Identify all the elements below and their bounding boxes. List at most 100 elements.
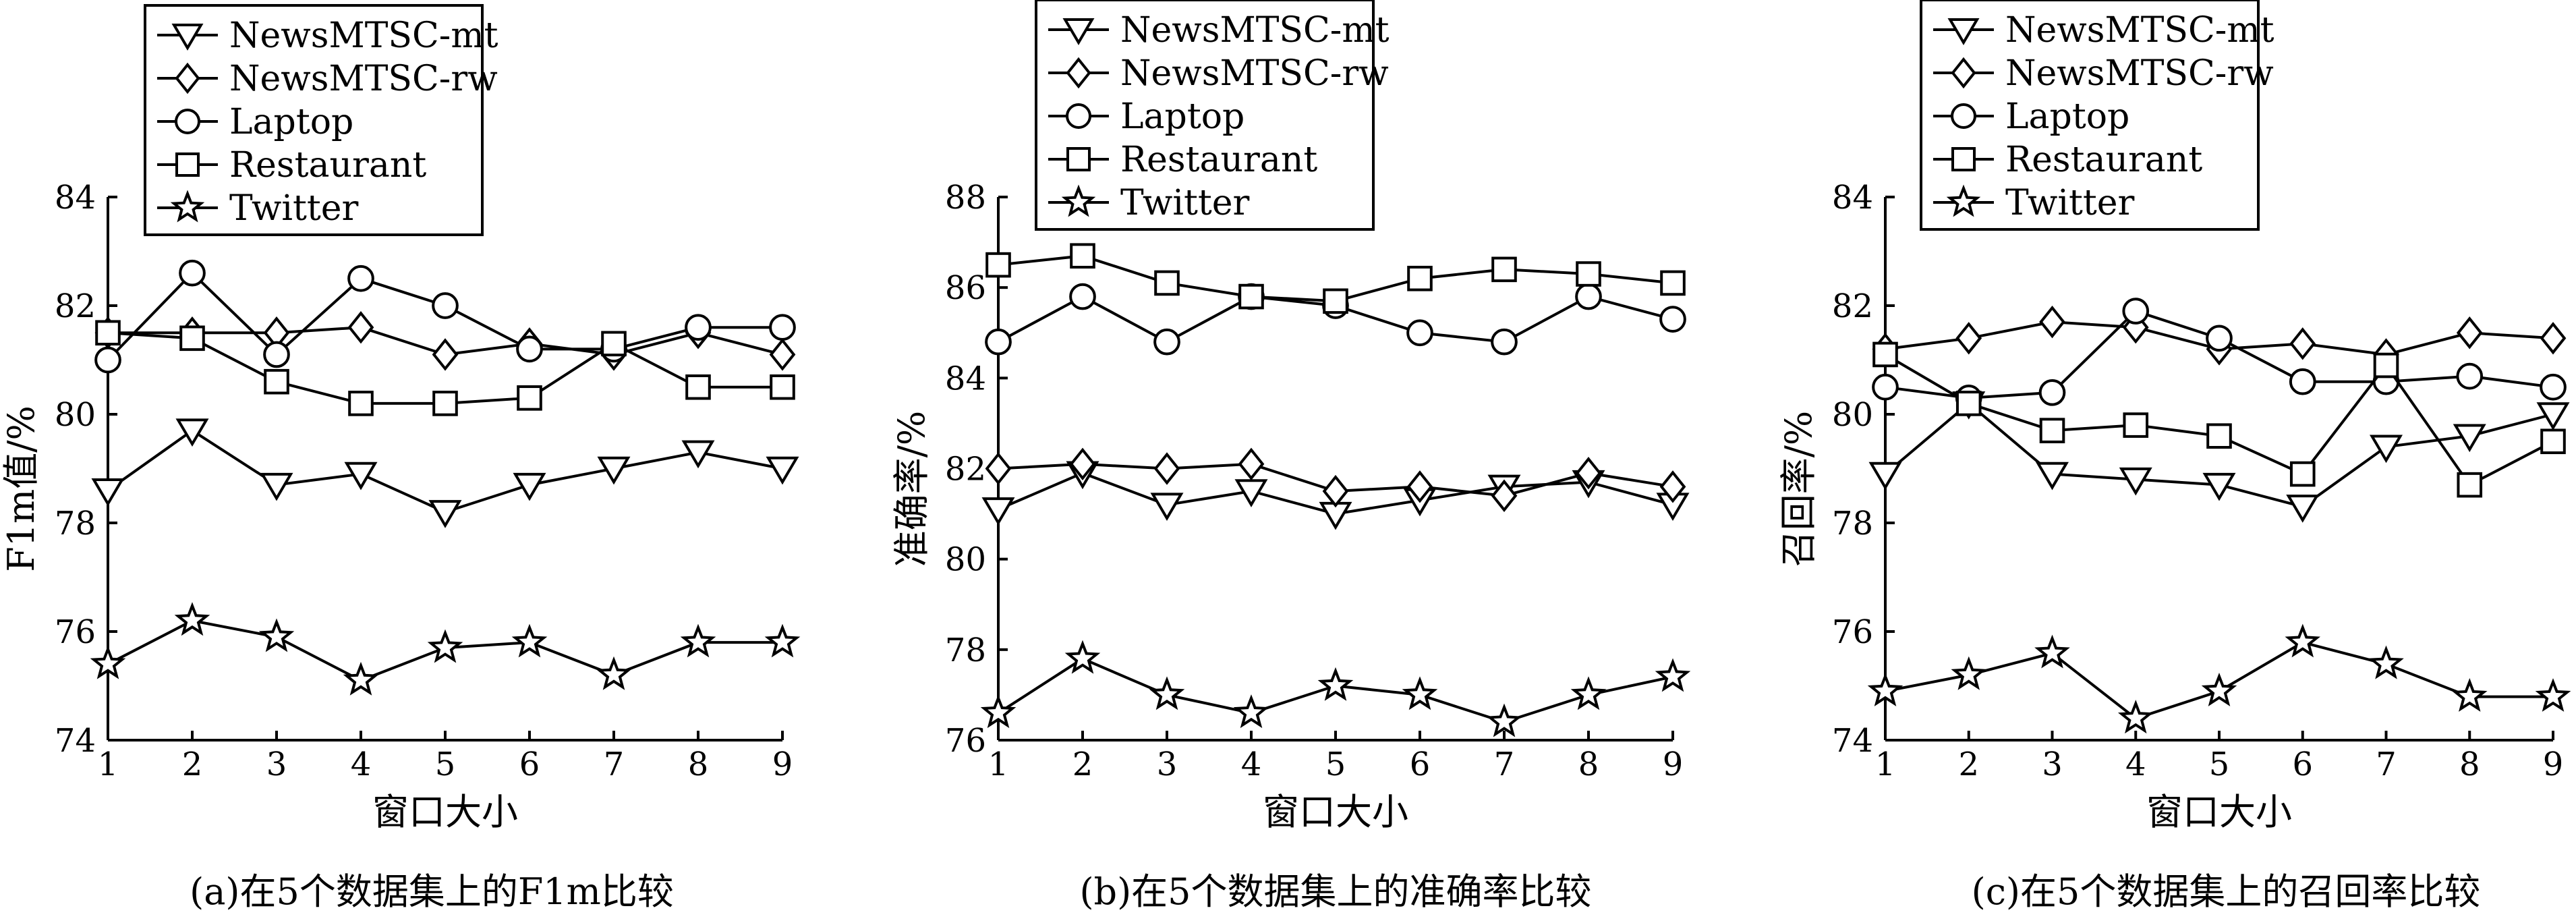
legend-label: NewsMTSC-rw bbox=[1120, 53, 1389, 94]
data-point bbox=[1576, 261, 1601, 287]
x-axis-label: 窗口大小 bbox=[1263, 791, 1408, 833]
series-square bbox=[985, 243, 1686, 314]
x-tick-label: 9 bbox=[1663, 746, 1684, 783]
data-point bbox=[985, 252, 1011, 278]
data-point bbox=[2039, 418, 2065, 443]
data-point bbox=[1317, 667, 1354, 701]
legend-marker bbox=[1951, 147, 1976, 171]
data-point bbox=[2540, 428, 2566, 455]
chart-caption: (c)在5个数据集上的召回率比较 bbox=[1972, 870, 2481, 913]
legend-marker bbox=[1951, 57, 1976, 89]
x-tick-label: 7 bbox=[604, 746, 625, 783]
data-point bbox=[1238, 283, 1264, 310]
data-point bbox=[770, 374, 795, 400]
data-point bbox=[348, 391, 374, 416]
data-point bbox=[985, 452, 1012, 485]
series-line bbox=[1884, 353, 2554, 487]
series-star bbox=[1867, 623, 2571, 734]
data-point bbox=[2123, 412, 2149, 438]
x-tick-label: 8 bbox=[2459, 746, 2480, 783]
y-tick-label: 82 bbox=[1832, 287, 1873, 325]
x-tick-label: 6 bbox=[1410, 746, 1431, 783]
data-point bbox=[175, 418, 209, 447]
data-point bbox=[1070, 243, 1095, 269]
x-tick-label: 5 bbox=[2209, 746, 2230, 783]
y-tick-label: 86 bbox=[945, 269, 986, 307]
data-point bbox=[258, 618, 295, 652]
data-point bbox=[2457, 472, 2483, 498]
data-point bbox=[432, 391, 458, 416]
legend-label: Restaurant bbox=[1120, 140, 1317, 180]
legend-marker bbox=[175, 109, 200, 134]
legend-marker bbox=[175, 152, 200, 177]
data-point bbox=[601, 331, 627, 357]
x-tick-label: 2 bbox=[182, 746, 203, 783]
data-point bbox=[1402, 676, 1438, 710]
x-tick-label: 7 bbox=[2376, 746, 2397, 783]
data-point bbox=[511, 623, 548, 658]
legend-label: Laptop bbox=[1120, 96, 1244, 137]
data-point bbox=[1655, 658, 1691, 692]
legend-label: NewsMTSC-mt bbox=[1120, 10, 1390, 51]
data-point bbox=[347, 264, 374, 292]
y-tick-label: 84 bbox=[55, 179, 96, 217]
legend: NewsMTSC-mtNewsMTSC-rwLaptopRestaurantTw… bbox=[144, 4, 498, 236]
y-tick-label: 74 bbox=[55, 722, 96, 760]
data-point bbox=[2285, 623, 2321, 658]
data-point bbox=[1955, 322, 1982, 355]
data-point bbox=[2368, 645, 2404, 679]
data-point bbox=[2373, 352, 2399, 379]
y-tick-label: 78 bbox=[1832, 505, 1873, 542]
data-point bbox=[2202, 472, 2236, 501]
y-tick-label: 76 bbox=[55, 613, 96, 651]
x-axis-label: 窗口大小 bbox=[372, 791, 518, 833]
data-point bbox=[1407, 265, 1433, 291]
x-axis-label: 窗口大小 bbox=[2146, 791, 2292, 833]
data-point bbox=[1154, 270, 1180, 296]
data-point bbox=[90, 645, 126, 679]
legend-label: NewsMTSC-mt bbox=[229, 16, 498, 56]
data-point bbox=[2039, 305, 2065, 339]
chart-caption: (a)在5个数据集上的F1m比较 bbox=[190, 870, 674, 913]
data-point bbox=[1872, 341, 1898, 368]
data-point bbox=[517, 385, 542, 411]
data-point bbox=[1322, 474, 1349, 508]
legend-label: Laptop bbox=[229, 102, 353, 142]
data-point bbox=[2036, 462, 2069, 491]
data-point bbox=[1234, 479, 1268, 507]
x-tick-label: 9 bbox=[772, 746, 793, 783]
data-point bbox=[1659, 306, 1686, 333]
x-tick-label: 1 bbox=[988, 746, 1009, 783]
legend-label: Restaurant bbox=[2005, 140, 2202, 180]
x-tick-label: 3 bbox=[1157, 746, 1178, 783]
legend-marker bbox=[1066, 147, 1091, 171]
y-tick-label: 80 bbox=[945, 541, 986, 579]
series-star bbox=[980, 640, 1691, 737]
data-point bbox=[1570, 676, 1607, 710]
data-point bbox=[174, 602, 210, 636]
data-point bbox=[95, 320, 121, 346]
x-tick-label: 4 bbox=[1241, 746, 1262, 783]
data-point bbox=[1659, 470, 1686, 503]
data-point bbox=[1872, 373, 1899, 401]
data-point bbox=[1238, 447, 1265, 480]
y-tick-label: 74 bbox=[1832, 722, 1873, 760]
data-point bbox=[427, 629, 463, 663]
legend-marker bbox=[1066, 103, 1091, 129]
x-tick-label: 4 bbox=[2125, 746, 2146, 783]
chart-caption: (b)在5个数据集上的准确率比较 bbox=[1079, 870, 1591, 913]
data-point bbox=[2117, 700, 2154, 734]
legend-label: NewsMTSC-rw bbox=[2005, 53, 2274, 94]
legend-marker bbox=[1061, 184, 1096, 217]
data-point bbox=[769, 338, 796, 371]
data-point bbox=[2451, 678, 2488, 712]
data-point bbox=[1575, 457, 1602, 490]
data-point bbox=[432, 338, 459, 371]
x-tick-label: 1 bbox=[98, 746, 119, 783]
legend: NewsMTSC-mtNewsMTSC-rwLaptopRestaurantTw… bbox=[1920, 0, 2274, 231]
y-tick-label: 78 bbox=[945, 632, 986, 669]
x-tick-label: 2 bbox=[1072, 746, 1093, 783]
data-point bbox=[1491, 479, 1518, 512]
data-point bbox=[2370, 435, 2403, 464]
